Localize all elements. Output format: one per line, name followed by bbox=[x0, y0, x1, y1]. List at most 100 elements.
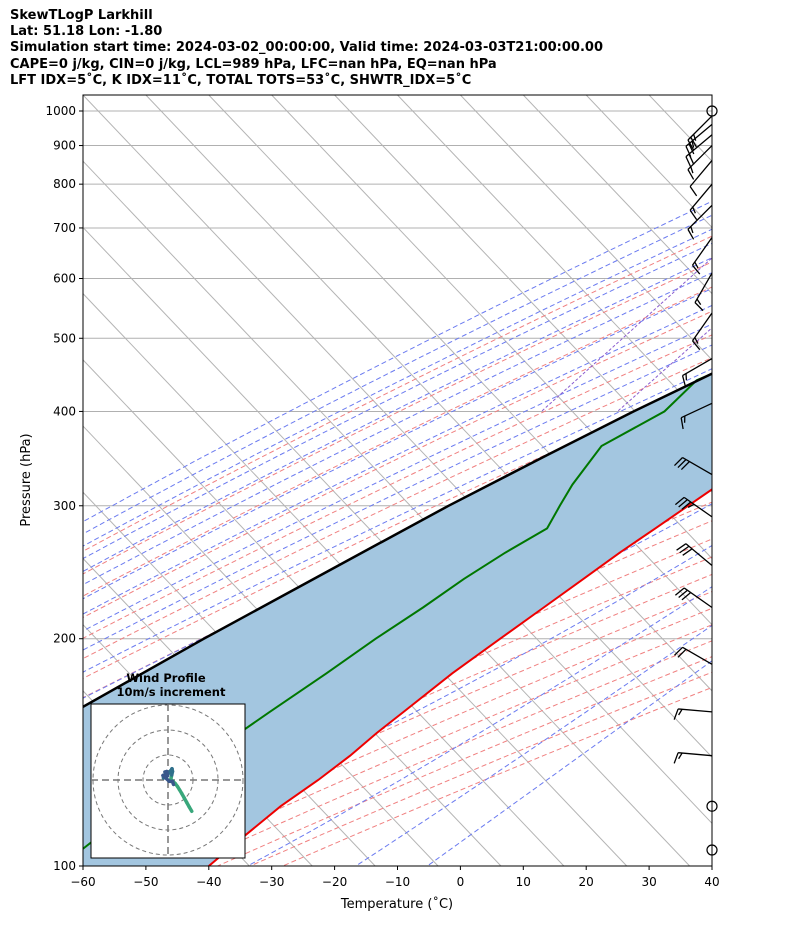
hodograph-subtitle: 10m/s increment bbox=[117, 685, 226, 699]
barb-feather bbox=[691, 340, 701, 351]
barb-feather bbox=[680, 461, 690, 471]
hodograph-trace bbox=[161, 767, 194, 813]
x-tick-label: −40 bbox=[196, 875, 221, 889]
wind-barb bbox=[691, 312, 713, 351]
barb-feather bbox=[677, 459, 687, 469]
moist-adiabat bbox=[83, 257, 712, 572]
location-line: Lat: 51.18 Lon: -1.80 bbox=[10, 24, 163, 40]
x-tick-label: 30 bbox=[641, 875, 656, 889]
dry-adiabat bbox=[83, 334, 712, 639]
isotherm--90 bbox=[83, 292, 628, 866]
hodograph-inset: Wind Profile 10m/s increment bbox=[90, 671, 246, 859]
barb-feather bbox=[673, 752, 679, 764]
y-tick-label: 900 bbox=[53, 139, 76, 153]
indices-line: LFT IDX=5˚C, K IDX=11˚C, TOTAL TOTS=53˚C… bbox=[10, 72, 472, 88]
y-tick-label: 500 bbox=[53, 331, 76, 345]
barb-feather bbox=[681, 592, 692, 601]
barb-feather bbox=[687, 229, 695, 240]
barb-feather bbox=[678, 752, 683, 760]
wind-barb bbox=[694, 272, 713, 312]
mixing-ratio-line bbox=[541, 257, 712, 412]
barb-feather bbox=[696, 298, 702, 306]
moist-adiabat bbox=[104, 544, 712, 866]
barb-staff bbox=[682, 456, 713, 476]
chart-header: SkewTLogP Larkhill Lat: 51.18 Lon: -1.80… bbox=[10, 8, 603, 89]
y-tick-label: 600 bbox=[53, 271, 76, 285]
moist-adiabat bbox=[83, 287, 712, 600]
barb-staff bbox=[685, 134, 713, 158]
barb-feather bbox=[694, 261, 699, 269]
barb-feather bbox=[673, 708, 679, 720]
barb-staff bbox=[687, 115, 713, 141]
barb-feather bbox=[678, 499, 688, 508]
hodograph-segment bbox=[170, 779, 176, 787]
barb-feather bbox=[690, 166, 694, 174]
isotherm--80 bbox=[83, 226, 691, 866]
dry-adiabat bbox=[83, 261, 712, 575]
mixing-ratio-line bbox=[617, 327, 712, 412]
barb-staff bbox=[680, 402, 713, 419]
wind-barb bbox=[689, 160, 713, 197]
temperature-line bbox=[208, 488, 712, 866]
dry-adiabat bbox=[83, 235, 712, 552]
x-tick-label: −20 bbox=[322, 875, 347, 889]
cape-line: CAPE=0 j/kg, CIN=0 j/kg, LCL=989 hPa, LF… bbox=[10, 56, 497, 72]
wind-barbs bbox=[673, 105, 718, 856]
wind-barb bbox=[680, 402, 713, 430]
moist-adiabat bbox=[83, 323, 712, 632]
wind-barb bbox=[673, 456, 713, 476]
x-tick-label: −50 bbox=[133, 875, 158, 889]
wind-barb bbox=[673, 646, 713, 665]
barb-feather bbox=[678, 708, 683, 716]
isotherm-0 bbox=[460, 95, 712, 361]
wind-barb bbox=[674, 587, 713, 609]
barb-feather bbox=[687, 139, 695, 151]
barb-staff bbox=[682, 646, 713, 665]
hodograph-title: Wind Profile bbox=[126, 671, 206, 685]
wind-barb bbox=[673, 708, 713, 720]
barb-staff bbox=[687, 204, 713, 230]
barb-feather bbox=[678, 589, 688, 599]
barb-feather bbox=[692, 134, 697, 141]
barb-feather bbox=[674, 587, 685, 596]
barb-staff bbox=[682, 358, 713, 377]
barb-feather bbox=[692, 206, 696, 214]
barb-feather bbox=[679, 545, 690, 554]
wind-barb bbox=[687, 204, 713, 240]
x-tick-label: −60 bbox=[70, 875, 95, 889]
barb-feather bbox=[685, 156, 692, 168]
barb-feather bbox=[690, 136, 698, 148]
moist-adiabat bbox=[83, 304, 712, 615]
barb-feather bbox=[674, 496, 685, 506]
barb-feather bbox=[677, 648, 687, 658]
wind-barb bbox=[674, 496, 713, 518]
y-tick-label: 700 bbox=[53, 221, 76, 235]
y-axis-label: Pressure (hPa) bbox=[19, 433, 34, 526]
barb-feather bbox=[680, 417, 684, 430]
x-tick-label: 10 bbox=[516, 875, 531, 889]
barb-feather bbox=[689, 209, 698, 220]
barb-staff bbox=[691, 312, 713, 342]
y-tick-label: 300 bbox=[53, 499, 76, 513]
barb-feather bbox=[689, 186, 698, 197]
x-axis-label: Temperature (˚C) bbox=[340, 896, 453, 912]
x-tick-label: −30 bbox=[259, 875, 284, 889]
wind-barb bbox=[687, 145, 713, 180]
dry-adiabat bbox=[83, 520, 712, 805]
barb-feather bbox=[690, 226, 694, 234]
y-tick-label: 200 bbox=[53, 632, 76, 646]
moist-adiabat bbox=[83, 272, 712, 586]
barb-feather bbox=[694, 302, 704, 312]
barb-feather bbox=[694, 337, 699, 344]
barb-feather bbox=[682, 548, 693, 556]
x-tick-label: 40 bbox=[704, 875, 719, 889]
wind-barb bbox=[676, 543, 713, 567]
barb-staff bbox=[683, 496, 713, 518]
wind-barb bbox=[691, 237, 713, 275]
x-tick-label: 20 bbox=[579, 875, 594, 889]
y-tick-label: 400 bbox=[53, 404, 76, 418]
x-axis-ticks: −60 −50 −40 −30 −20 −10 0 10 20 30 40 bbox=[70, 866, 720, 889]
barb-feather bbox=[691, 264, 701, 275]
isotherm--70 bbox=[83, 160, 712, 825]
